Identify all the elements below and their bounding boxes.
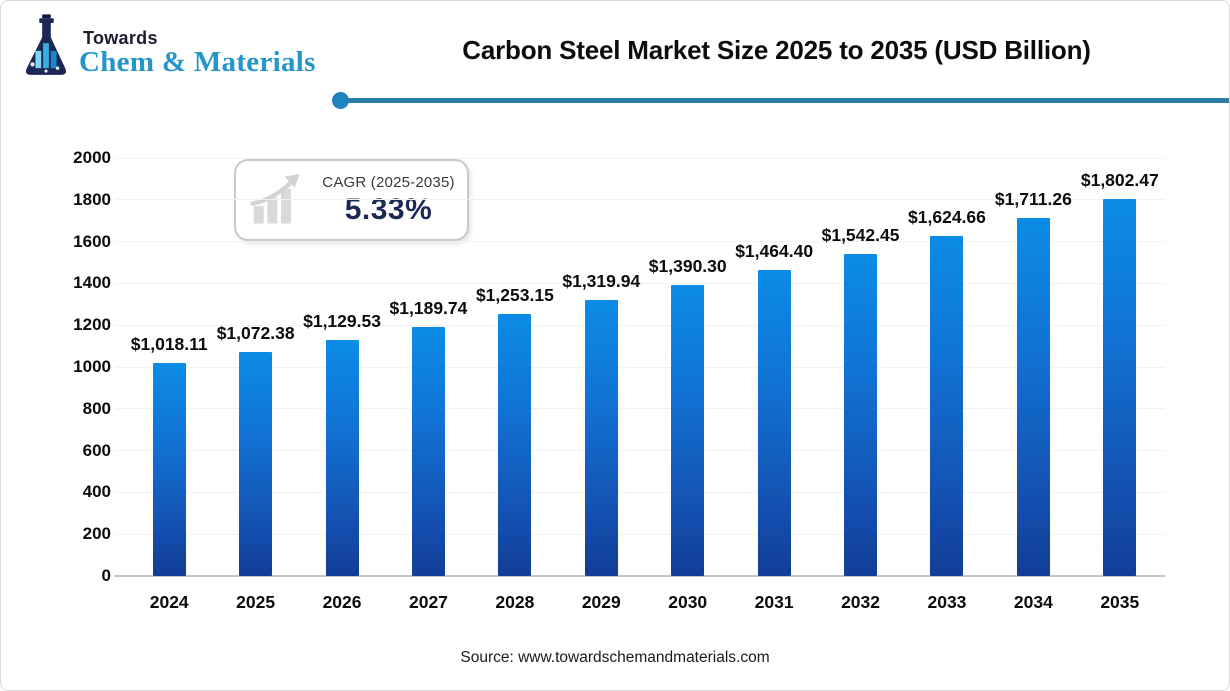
- y-tick-label: 1600: [73, 231, 111, 251]
- bar-value-label: $1,464.40: [735, 240, 814, 261]
- bar-2032: [844, 253, 878, 576]
- x-tick-label: 2032: [841, 592, 880, 612]
- bar-value-label: $1,711.26: [994, 189, 1072, 210]
- brand-logo: Towards Chem & Materials: [21, 13, 316, 83]
- y-tick-label: 600: [82, 440, 111, 460]
- growth-chart-icon: [250, 174, 300, 224]
- y-tick-label: 1400: [73, 273, 111, 293]
- bar-2027: [411, 327, 445, 576]
- flask-icon: [25, 14, 67, 75]
- gridline: [116, 199, 1165, 201]
- x-axis-line: [114, 575, 1165, 577]
- y-tick-label: 1000: [73, 357, 111, 376]
- gridline: [116, 157, 1165, 159]
- x-tick-label: 2029: [581, 592, 621, 612]
- bar-2028: [498, 314, 532, 576]
- bar-2025: [239, 351, 273, 576]
- bar-2030: [671, 285, 705, 576]
- title-divider-dot: [332, 92, 349, 109]
- x-tick-label: 2025: [236, 592, 276, 612]
- y-tick-label: 400: [82, 482, 111, 502]
- source-note: Source: www.towardschemandmaterials.com: [460, 649, 770, 666]
- y-tick-label: 1200: [73, 315, 111, 335]
- y-tick-label: 200: [82, 524, 111, 544]
- x-tick-label: 2031: [754, 592, 794, 612]
- bar-2034: [1016, 218, 1050, 576]
- x-tick-label: 2027: [408, 592, 448, 612]
- bar-2024: [152, 363, 186, 576]
- x-tick-label: 2030: [668, 592, 708, 612]
- bar-value-label: $1,802.47: [1080, 170, 1159, 191]
- bar-2035: [1103, 199, 1137, 576]
- bar-value-label: $1,624.66: [908, 207, 986, 228]
- gridline: [116, 491, 1165, 493]
- bar-2026: [325, 339, 359, 576]
- x-tick-label: 2034: [1013, 592, 1053, 612]
- bar-value-label: $1,018.11: [130, 334, 208, 355]
- y-tick-label: 1800: [73, 189, 111, 209]
- x-tick-label: 2033: [927, 592, 967, 612]
- gridline: [116, 450, 1165, 452]
- gridline: [116, 366, 1165, 368]
- y-tick-label: 800: [82, 398, 111, 418]
- cagr-label: CAGR (2025-2035): [322, 173, 455, 191]
- bar-2031: [757, 269, 791, 576]
- bar-2033: [930, 236, 964, 576]
- page-title: Carbon Steel Market Size 2025 to 2035 (U…: [462, 35, 1091, 65]
- x-tick-label: 2026: [322, 592, 362, 612]
- y-tick-label: 0: [101, 566, 111, 585]
- gridline: [116, 533, 1165, 535]
- gridline: [116, 282, 1165, 284]
- brand-towards-label: Towards: [83, 28, 158, 48]
- gridline: [116, 408, 1165, 410]
- bar-value-label: $1,542.45: [821, 224, 900, 245]
- gridline: [116, 241, 1165, 243]
- bar-value-label: $1,129.53: [303, 310, 381, 331]
- bar-value-label: $1,189.74: [389, 298, 468, 319]
- cagr-texts: CAGR (2025-2035) 5.33%: [322, 174, 455, 227]
- bar-value-label: $1,072.38: [216, 322, 295, 343]
- bar-value-label: $1,390.30: [648, 256, 727, 277]
- gridline: [116, 324, 1165, 326]
- cagr-value: 5.33%: [344, 192, 433, 226]
- x-tick-label: 2035: [1100, 592, 1140, 612]
- bar-2029: [584, 300, 618, 576]
- bar-value-label: $1,319.94: [562, 271, 641, 292]
- x-tick-label: 2024: [149, 592, 189, 612]
- x-tick-label: 2028: [495, 592, 535, 612]
- brand-name-label: Chem & Materials: [79, 46, 316, 78]
- y-tick-label: 2000: [73, 148, 111, 167]
- brand-text: Towards Chem & Materials: [79, 13, 316, 79]
- bar-value-label: $1,253.15: [475, 285, 554, 306]
- title-divider-rule: [348, 98, 1229, 103]
